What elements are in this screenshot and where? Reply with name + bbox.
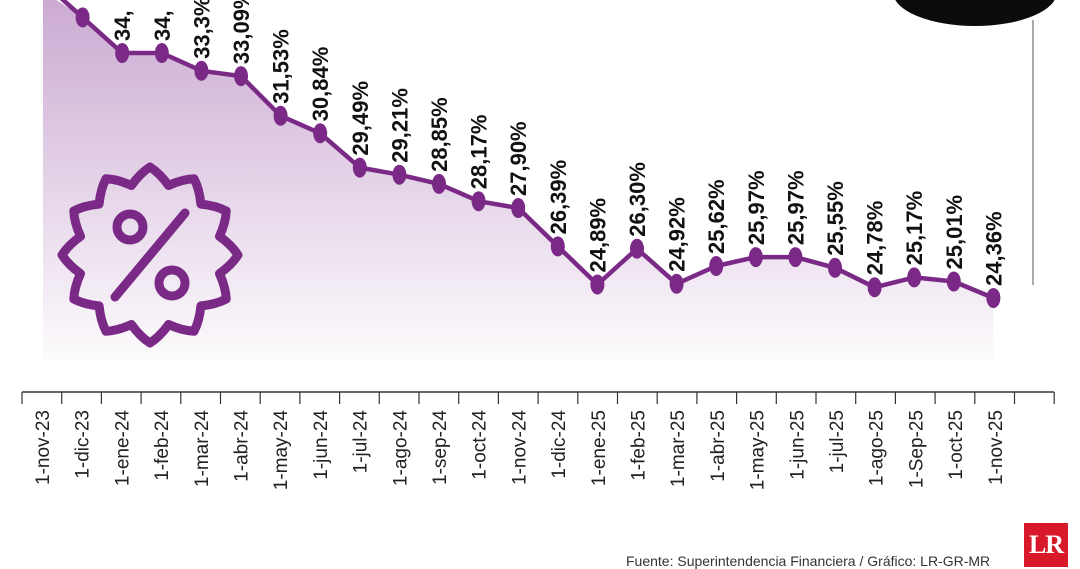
data-label: 24,92% xyxy=(665,197,690,272)
data-point xyxy=(828,257,842,278)
x-tick-label: 1-oct-24 xyxy=(470,410,491,480)
x-tick-label: 1-mar-24 xyxy=(192,410,213,488)
data-point xyxy=(234,66,248,87)
data-label: 27,90% xyxy=(506,121,531,196)
data-point xyxy=(313,123,328,144)
data-point xyxy=(115,43,130,63)
data-point xyxy=(154,43,169,63)
data-label: 25,62% xyxy=(704,179,729,254)
x-tick-label: 1-oct-25 xyxy=(946,410,967,480)
x-tick-label: 1-may-25 xyxy=(748,410,769,490)
data-label: 24,78% xyxy=(863,201,888,276)
area-fill xyxy=(43,0,994,360)
data-label: 26,39% xyxy=(546,160,571,235)
x-tick-label: 1-jun-25 xyxy=(787,410,808,480)
data-point xyxy=(867,277,882,298)
percent-badge-icon xyxy=(57,162,243,348)
data-label: 28,17% xyxy=(467,115,492,190)
x-tick-label: 1-feb-25 xyxy=(629,410,650,481)
data-point xyxy=(511,198,526,218)
data-point xyxy=(392,164,407,185)
data-label: 28,85% xyxy=(427,97,452,172)
data-point xyxy=(669,273,684,294)
x-tick-label: 1-jul-24 xyxy=(351,410,372,474)
x-tick-label: 1-ene-24 xyxy=(112,410,133,486)
data-point xyxy=(709,256,724,276)
data-label: 25,97% xyxy=(783,170,808,245)
x-tick-label: 1-ago-24 xyxy=(390,410,411,486)
x-tick-label: 1-nov-23 xyxy=(33,410,54,485)
data-label: 24,89% xyxy=(585,198,610,273)
x-tick-label: 1-ene-25 xyxy=(589,410,610,486)
source-note: Fuente: Superintendencia Financiera / Gr… xyxy=(626,553,991,569)
data-label: 25,97% xyxy=(744,170,769,245)
data-label: 30,84% xyxy=(308,47,333,122)
x-tick-label: 1-nov-25 xyxy=(986,410,1007,485)
data-label: 29,49% xyxy=(348,81,373,156)
data-point xyxy=(986,288,1001,308)
data-point xyxy=(907,267,922,288)
data-label: 34, xyxy=(110,10,135,41)
x-tick-label: 1-Sep-25 xyxy=(906,410,927,488)
x-tick-label: 1-jun-24 xyxy=(311,410,332,480)
data-point xyxy=(432,173,446,194)
x-tick-label: 1-dic-24 xyxy=(549,410,570,479)
data-point xyxy=(75,7,90,28)
x-tick-label: 1-sep-24 xyxy=(430,410,451,485)
x-tick-label: 1-ago-25 xyxy=(867,410,888,486)
x-tick-label: 1-mar-25 xyxy=(668,410,689,487)
data-label: 34, xyxy=(150,10,175,41)
decorative-shape xyxy=(895,0,1055,26)
data-point xyxy=(273,105,288,126)
data-point xyxy=(748,247,763,268)
data-label: 33,3% xyxy=(189,0,214,59)
x-tick-label: 1-jul-25 xyxy=(827,410,848,473)
x-tick-label: 1-nov-24 xyxy=(509,410,530,485)
data-label: 25,01% xyxy=(942,195,967,270)
data-label: 31,53% xyxy=(269,29,294,104)
data-point xyxy=(550,236,565,257)
data-point xyxy=(630,238,644,259)
data-label: 24,36% xyxy=(981,211,1006,286)
data-label: 25,55% xyxy=(823,181,848,256)
data-point xyxy=(352,157,367,178)
data-label: 33,09% xyxy=(229,0,254,64)
data-label: 26,30% xyxy=(625,162,650,237)
data-label: 29,21% xyxy=(387,88,412,163)
x-tick-label: 1-abr-25 xyxy=(708,410,729,482)
data-point xyxy=(194,60,209,81)
lr-logo: LR xyxy=(1024,523,1068,567)
x-tick-label: 1-dic-23 xyxy=(73,410,94,479)
x-tick-label: 1-feb-24 xyxy=(152,410,173,481)
data-point xyxy=(590,274,605,295)
x-tick-label: 1-may-24 xyxy=(271,410,292,491)
data-point xyxy=(471,191,486,212)
data-point xyxy=(946,271,961,292)
data-point xyxy=(788,247,803,268)
x-tick-label: 1-abr-24 xyxy=(232,410,253,482)
data-label: 25,17% xyxy=(902,191,927,266)
